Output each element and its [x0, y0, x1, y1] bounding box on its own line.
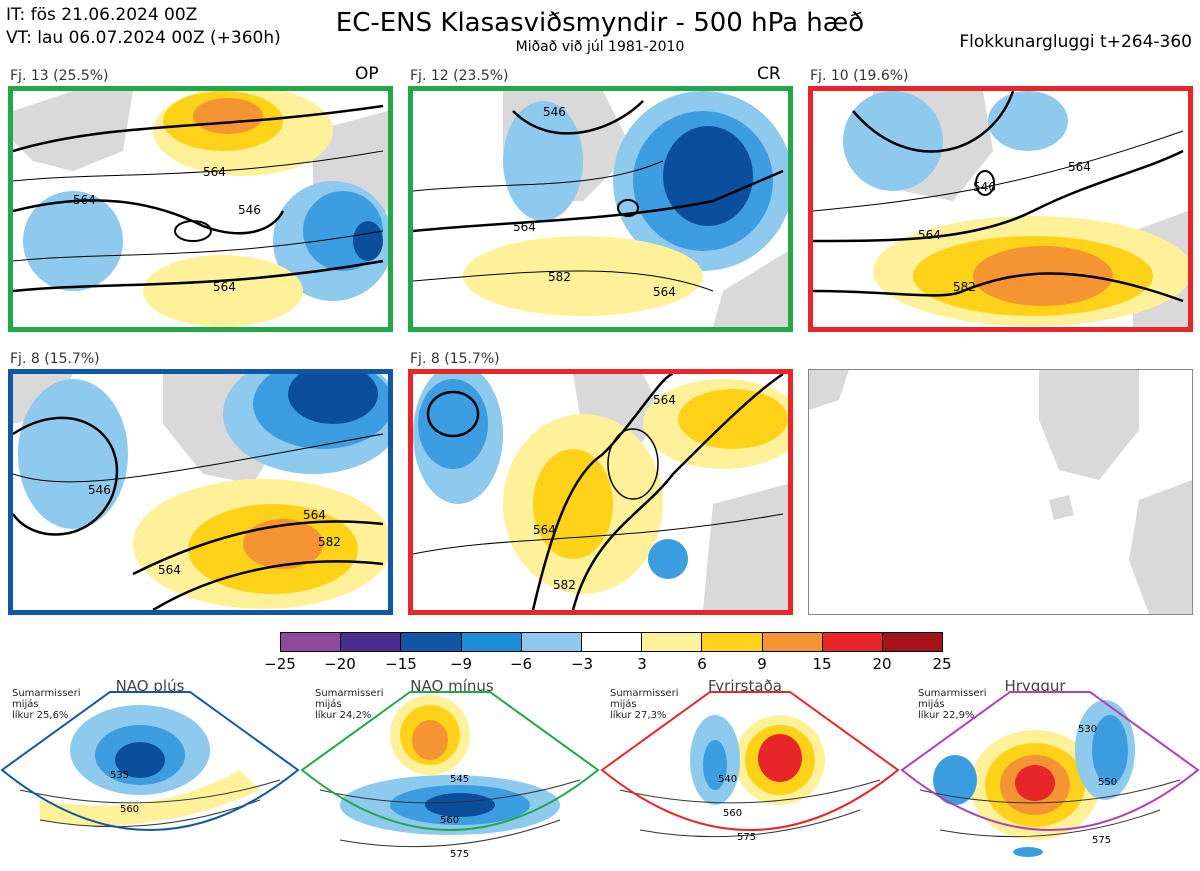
contour-label: 564: [303, 508, 326, 522]
contour-label: 560: [120, 804, 139, 815]
colorbar-tick: 6: [697, 655, 707, 673]
contour-label: 564: [653, 393, 676, 407]
colorbar-bin: [281, 633, 342, 651]
regime-map-nao-plus: 535 560: [0, 691, 300, 831]
cluster-map-panel-4: 546 564 564 582: [8, 369, 393, 615]
contour-label: 564: [203, 165, 226, 179]
cluster-map-panel-3: 564 546 564 582: [808, 86, 1193, 332]
panel-1-label: Fj. 13 (25.5%): [10, 68, 109, 84]
contour-label: 564: [513, 220, 536, 234]
colorbar-tick: −6: [509, 655, 533, 673]
classification-window: Flokkunargluggi t+264-360: [959, 32, 1192, 52]
contour-label: 545: [450, 774, 469, 785]
contour-label: 564: [653, 285, 676, 299]
colorbar-tick: 25: [932, 655, 952, 673]
contour-label: 550: [1098, 777, 1117, 788]
contour-label: 575: [737, 832, 756, 843]
panel-5-label: Fj. 8 (15.7%): [410, 351, 500, 367]
colorbar-tick: 3: [637, 655, 647, 673]
colorbar-tick: −20: [324, 655, 356, 673]
contour-label: 564: [1068, 160, 1091, 174]
panel-2-label: Fj. 12 (23.5%): [410, 68, 509, 84]
reference-map-panel: [808, 369, 1193, 615]
regime-title-blocking: Fyrirstaða: [708, 677, 782, 695]
colorbar-bin: [702, 633, 763, 651]
contour-label: 546: [543, 105, 566, 119]
colorbar-tick: −25: [264, 655, 296, 673]
contour-label: 575: [1092, 835, 1111, 846]
colorbar-bin: [521, 633, 582, 651]
colorbar-tick: −15: [385, 655, 417, 673]
contour-label: 530: [1078, 724, 1097, 735]
colorbar-bin: [762, 633, 823, 651]
contour-label: 582: [548, 270, 571, 284]
contour-label: 582: [953, 280, 976, 294]
regime-title-nao-minus: NAO mínus: [410, 677, 494, 695]
cluster-map-panel-2: 546 564 564 582: [408, 86, 793, 332]
page-subtitle: Miðað við júl 1981-2010: [515, 39, 685, 55]
colorbar-tick: 9: [757, 655, 767, 673]
panel-3-label: Fj. 10 (19.6%): [810, 68, 909, 84]
contour-label: 564: [918, 228, 941, 242]
colorbar-bin: [461, 633, 522, 651]
colorbar-tick: −9: [449, 655, 473, 673]
contour-label: 564: [73, 193, 96, 207]
contour-label: 575: [450, 849, 469, 860]
regime-info-nao-minus: Sumarmisseri mijás líkur 24,2%: [315, 688, 384, 721]
forecast-times: IT: fös 21.06.2024 00Z VT: lau 06.07.202…: [6, 4, 281, 50]
contour-label: 535: [110, 770, 129, 781]
contour-label: 564: [213, 280, 236, 294]
contour-label: 546: [973, 180, 996, 194]
panel-1-tag: OP: [355, 64, 379, 84]
page-title: EC-ENS Klasasviðsmyndir - 500 hPa hæð: [335, 8, 865, 38]
colorbar-bin: [882, 633, 943, 651]
regime-map-ridge: 530 550 575: [900, 691, 1200, 857]
panel-2-tag: CR: [757, 64, 781, 84]
colorbar-bin: [341, 633, 402, 651]
cluster-map-panel-1: 564 546 564 564: [8, 86, 393, 332]
contour-label: 560: [440, 815, 459, 826]
colorbar-bin: [642, 633, 703, 651]
cluster-map-panel-5: 564 564 582: [408, 369, 793, 615]
regime-title-ridge: Hryggur: [1004, 677, 1066, 695]
valid-time: VT: lau 06.07.2024 00Z (+360h): [6, 28, 281, 48]
contour-label: 582: [318, 535, 341, 549]
colorbar-tick: −3: [570, 655, 594, 673]
colorbar-bin: [822, 633, 883, 651]
anomaly-colorbar: [280, 632, 943, 652]
regime-title-nao-plus: NAO plús: [115, 677, 185, 695]
regime-map-blocking: 540 560 575: [600, 691, 900, 843]
colorbar-bin: [581, 633, 643, 651]
regime-info-nao-plus: Sumarmisseri mijás líkur 25,6%: [12, 688, 81, 721]
contour-label: 564: [533, 523, 556, 537]
colorbar-tick: 20: [872, 655, 892, 673]
contour-label: 564: [158, 563, 181, 577]
regime-info-ridge: Sumarmisseri mijás líkur 22,9%: [918, 688, 987, 721]
colorbar-tick: 15: [812, 655, 832, 673]
panel-4-label: Fj. 8 (15.7%): [10, 351, 100, 367]
contour-label: 540: [718, 774, 737, 785]
contour-label: 546: [238, 203, 261, 217]
contour-label: 560: [723, 808, 742, 819]
colorbar-bin: [401, 633, 462, 651]
regime-info-blocking: Sumarmisseri mijás líkur 27,3%: [610, 688, 679, 721]
regime-map-nao-minus: 545 560 575: [300, 691, 600, 860]
contour-label: 582: [553, 578, 576, 592]
contour-label: 546: [88, 483, 111, 497]
initial-time: IT: fös 21.06.2024 00Z: [6, 5, 198, 25]
